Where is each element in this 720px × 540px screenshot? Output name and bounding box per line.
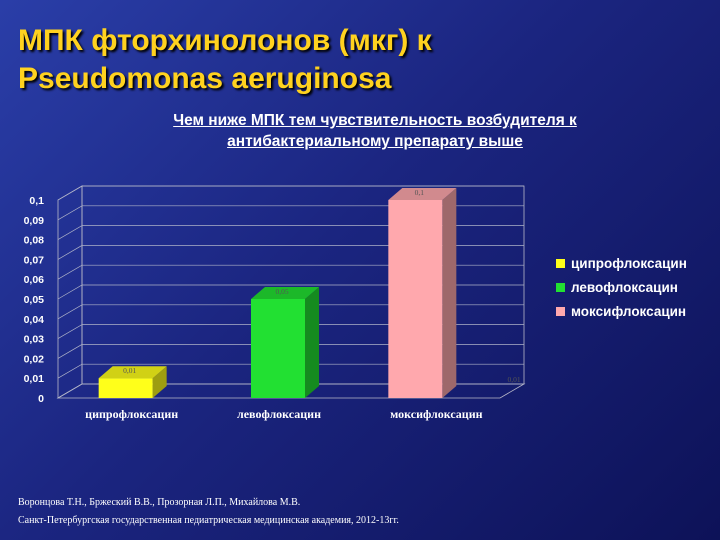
legend-label: моксифлоксацин — [571, 304, 686, 319]
bar-side-face — [442, 188, 457, 398]
bar-side-face — [152, 366, 167, 398]
x-category-label: ципрофлоксацин — [85, 407, 178, 421]
slide-title: МПК фторхинолонов (мкг) к Pseudomonas ae… — [18, 22, 708, 98]
gridline — [57, 205, 524, 221]
gridline — [57, 383, 524, 399]
y-tick-label: 0,07 — [24, 254, 45, 266]
y-tick-label: 0,05 — [24, 294, 45, 306]
citation-authors: Воронцова Т.Н., Бржеский В.В., Прозорная… — [18, 497, 301, 508]
legend-swatch — [556, 283, 565, 292]
bar-front-face — [388, 200, 443, 398]
bar-front-face — [251, 299, 305, 398]
y-tick-label: 0,1 — [29, 195, 44, 207]
y-tick-label: 0,03 — [24, 334, 45, 346]
subtitle-line-1: Чем ниже МПК тем чувствительность возбуд… — [173, 112, 577, 129]
y-tick-label: 0,08 — [24, 235, 45, 247]
stray-data-label: 0,01 — [507, 375, 520, 384]
x-category-label: левофлоксацин — [237, 407, 321, 421]
gridline — [57, 225, 524, 240]
gridline — [57, 185, 524, 201]
y-tick-label: 0,06 — [24, 274, 45, 286]
y-tick-label: 0,09 — [24, 215, 45, 227]
bar-front-face — [98, 378, 153, 398]
gridline — [57, 245, 524, 260]
bar-top-face — [251, 287, 319, 299]
slide-title-line-1: МПК фторхинолонов (мкг) к — [18, 24, 432, 57]
gridline — [57, 304, 524, 320]
legend-swatch — [556, 307, 565, 316]
bar-data-label: 0,01 — [123, 366, 136, 375]
y-tick-label: 0 — [38, 393, 44, 405]
gridline — [57, 344, 524, 359]
gridline — [57, 264, 524, 280]
legend-label: левофлоксацин — [571, 280, 678, 295]
slide-title-line-2: Pseudomonas aeruginosa — [18, 62, 392, 95]
y-tick-label: 0,01 — [24, 373, 45, 385]
y-tick-label: 0,04 — [24, 314, 45, 326]
citation-footer: Воронцова Т.Н., Бржеский В.В., Прозорная… — [18, 494, 708, 530]
gridline — [57, 363, 524, 379]
bar-top-face — [388, 188, 457, 200]
subtitle-line-2: антибактериальному препарату выше — [227, 133, 523, 150]
x-category-label: моксифлоксацин — [390, 407, 483, 421]
citation-institution: Санкт-Петербургская государственная педи… — [18, 515, 399, 526]
chart-subtitle: Чем ниже МПК тем чувствительность возбуд… — [100, 110, 650, 152]
bar-1: 0,01 — [98, 366, 167, 398]
legend-label: ципрофлоксацин — [571, 256, 687, 271]
bar-data-label: 0,1 — [415, 188, 425, 197]
bar-data-label: 0,05 — [275, 287, 288, 296]
bar-2: 0,05 — [251, 287, 319, 398]
bar-top-face — [98, 366, 167, 379]
gridline — [57, 324, 524, 339]
legend-swatch — [556, 259, 565, 268]
gridline — [57, 284, 524, 300]
bar-side-face — [305, 287, 319, 398]
y-tick-label: 0,02 — [24, 353, 45, 365]
bar-3: 0,1 — [388, 188, 457, 398]
